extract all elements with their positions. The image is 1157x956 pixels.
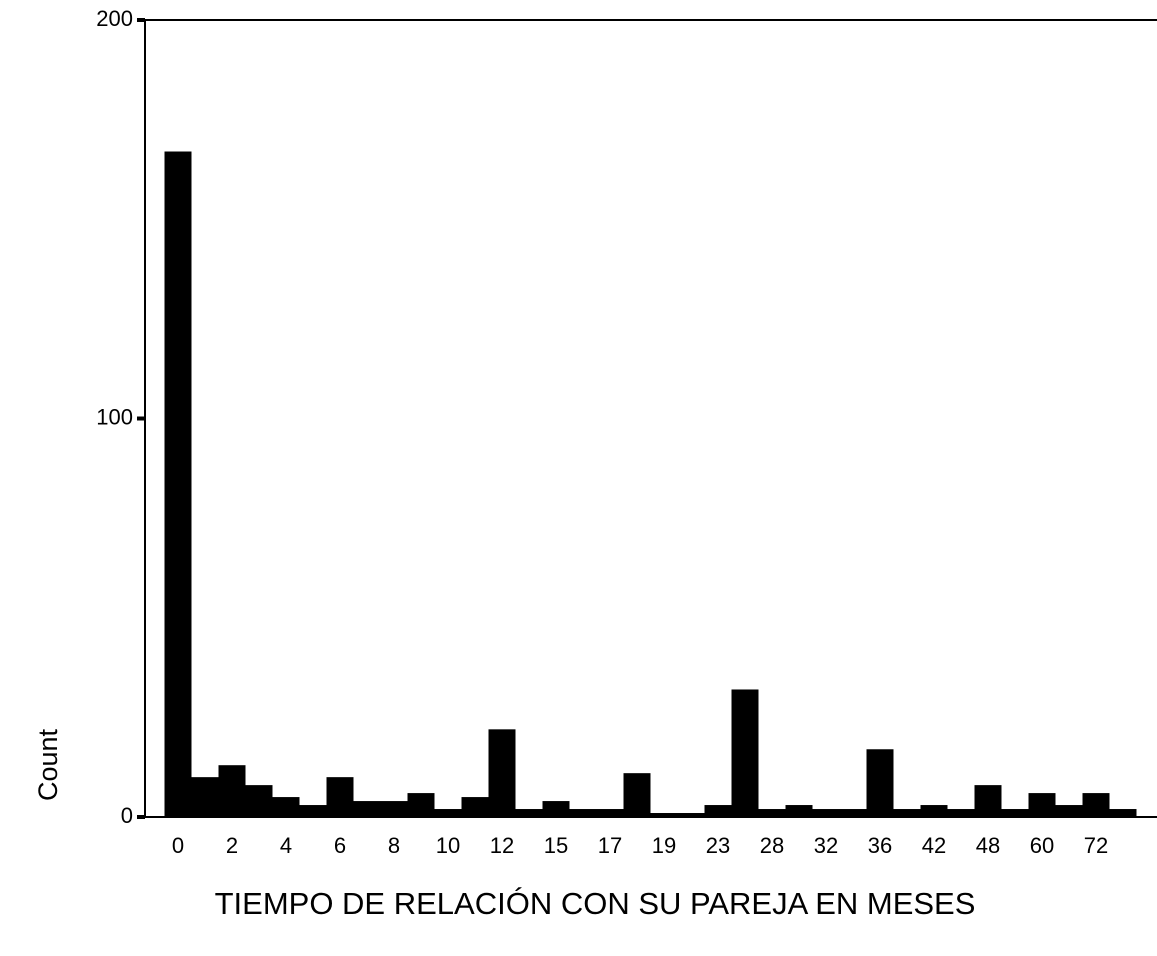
x-tick-label: 8	[388, 833, 400, 858]
x-tick-label: 2	[226, 833, 238, 858]
bar	[704, 805, 732, 817]
bar	[677, 813, 705, 817]
bar	[893, 809, 921, 817]
x-tick-label: 42	[922, 833, 946, 858]
bar	[866, 749, 894, 817]
y-tick-label: 100	[96, 404, 133, 429]
y-tick-label: 200	[96, 6, 133, 31]
x-tick-label: 17	[598, 833, 622, 858]
bar	[299, 805, 327, 817]
bar	[461, 797, 489, 817]
x-tick-label: 12	[490, 833, 514, 858]
x-tick-label: 36	[868, 833, 892, 858]
bar	[434, 809, 462, 817]
bar	[272, 797, 300, 817]
bar	[1055, 805, 1083, 817]
bar	[353, 801, 381, 817]
y-tick-label: 0	[121, 803, 133, 828]
y-axis-label: Count	[33, 728, 63, 801]
bar	[1001, 809, 1029, 817]
x-axis-label: TIEMPO DE RELACIÓN CON SU PAREJA EN MESE…	[215, 886, 976, 921]
bar	[758, 809, 786, 817]
x-tick-label: 19	[652, 833, 676, 858]
bar	[380, 801, 408, 817]
x-tick-label: 15	[544, 833, 568, 858]
x-tick-label: 48	[976, 833, 1000, 858]
x-tick-label: 60	[1030, 833, 1054, 858]
bar	[515, 809, 543, 817]
bar	[785, 805, 813, 817]
bar	[623, 773, 651, 817]
bar	[947, 809, 975, 817]
bar	[1082, 793, 1110, 817]
bar	[218, 765, 246, 817]
bar	[245, 785, 273, 817]
bar	[731, 689, 759, 817]
x-tick-label: 6	[334, 833, 346, 858]
x-tick-label: 4	[280, 833, 292, 858]
bar	[1109, 809, 1137, 817]
bar	[164, 151, 192, 817]
bar	[812, 809, 840, 817]
x-tick-label: 0	[172, 833, 184, 858]
bar	[974, 785, 1002, 817]
bar	[407, 793, 435, 817]
bar	[326, 777, 354, 817]
bar	[569, 809, 597, 817]
x-tick-label: 23	[706, 833, 730, 858]
bar	[1028, 793, 1056, 817]
x-tick-label: 72	[1084, 833, 1108, 858]
bar	[839, 809, 867, 817]
bar	[191, 777, 219, 817]
x-tick-label: 32	[814, 833, 838, 858]
bar	[650, 813, 678, 817]
bar	[920, 805, 948, 817]
bar	[488, 729, 516, 817]
x-tick-label: 10	[436, 833, 460, 858]
bar	[542, 801, 570, 817]
x-tick-label: 28	[760, 833, 784, 858]
bar	[596, 809, 624, 817]
